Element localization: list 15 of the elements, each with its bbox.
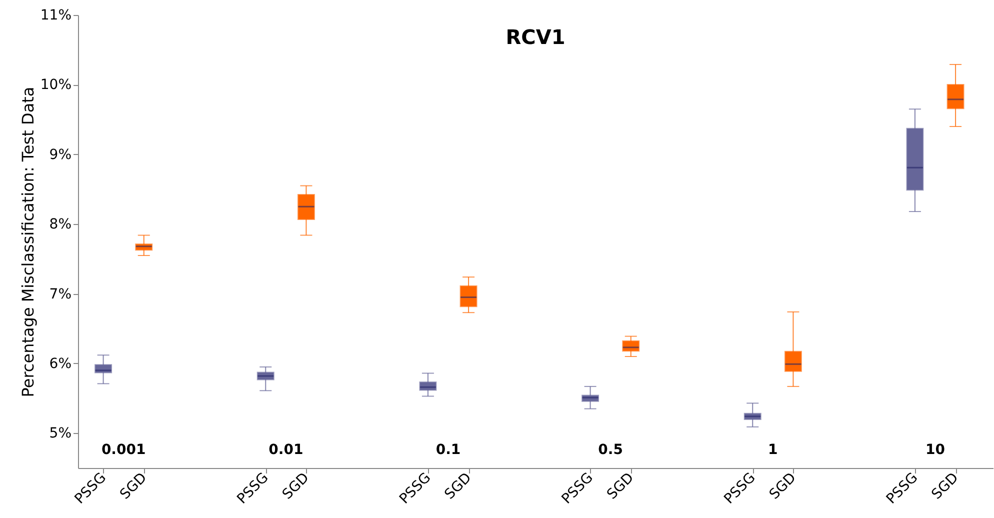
y-tick-label: 7% [49, 286, 72, 302]
annotation: 0.5 [598, 442, 623, 458]
annotation: 10 [926, 442, 946, 458]
annotation: 0.001 [101, 442, 146, 458]
annotation: 1 [768, 442, 778, 458]
y-tick-label: 8% [49, 216, 72, 233]
annotation: 0.1 [436, 442, 461, 458]
y-tick-label: 10% [40, 77, 72, 94]
annotation: 0.01 [268, 442, 304, 458]
y-tick-label: 11% [40, 8, 72, 24]
y-tick-label: 6% [49, 356, 72, 372]
text: RCV1 [506, 25, 566, 49]
y-tick-label: 5% [49, 426, 72, 442]
y-axis-title: Percentage Misclassification: Test Data [18, 86, 38, 398]
y-tick-label: 9% [49, 146, 72, 163]
